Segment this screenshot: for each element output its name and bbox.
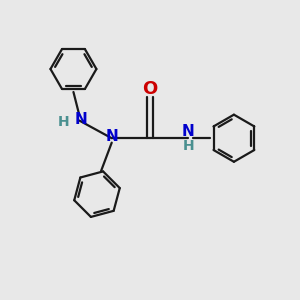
Text: N: N — [74, 112, 87, 127]
Text: N: N — [105, 129, 118, 144]
Text: N: N — [182, 124, 195, 139]
Text: O: O — [142, 80, 158, 98]
Text: H: H — [182, 140, 194, 154]
Text: H: H — [58, 115, 70, 129]
